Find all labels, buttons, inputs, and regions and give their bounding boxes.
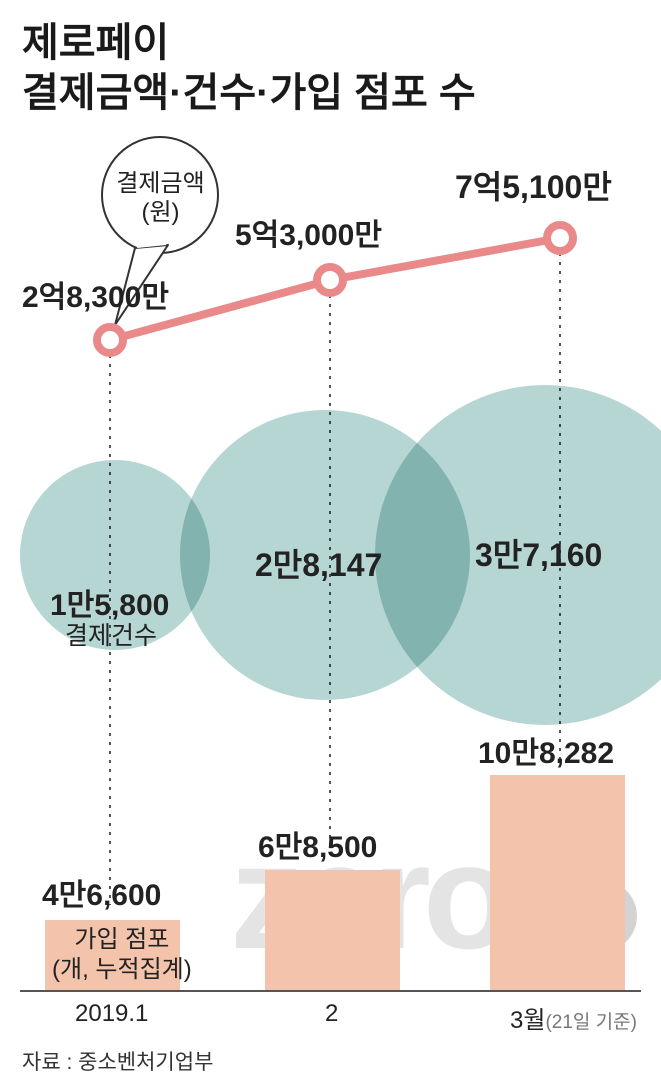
line-value-1: 2억8,300만 (22, 272, 169, 316)
bubble-label-3: 3만7,160 (475, 530, 602, 576)
bar-2 (265, 870, 400, 990)
bar-sub1b: (개, 누적집계) (52, 956, 192, 983)
line-value-2: 5억3,000만 (235, 210, 382, 254)
bar-value-3: 10만8,282 (478, 728, 614, 772)
x-baseline (20, 990, 641, 992)
marker-2 (317, 267, 343, 293)
xaxis-2: 2 (325, 1000, 338, 1028)
xaxis-1: 2019.1 (75, 1000, 148, 1028)
bar-3 (490, 775, 625, 990)
marker-3 (547, 225, 573, 251)
bar-sublabel-1: 가입 점포 (개, 누적집계) (52, 925, 192, 985)
callout-text: 결제금액 (원) (113, 170, 208, 228)
bar-sub1a: 가입 점포 (74, 926, 169, 953)
source-label: 자료 : 중소벤처기업부 (22, 1046, 213, 1076)
bubble-label-2: 2만8,147 (255, 540, 382, 586)
bar-value-2: 6만8,500 (258, 822, 377, 866)
xaxis-3-sub: (21일 기준) (545, 1012, 637, 1033)
marker-1 (97, 327, 123, 353)
callout-line2: (원) (141, 199, 179, 226)
chart-container: 제로페이 결제금액·건수·가입 점포 수 zero Pay 결제금액 (원) 2… (0, 0, 661, 1085)
xaxis-3-main: 3월 (510, 1007, 545, 1034)
line-value-3: 7억5,100만 (455, 162, 612, 208)
callout-line1: 결제금액 (116, 170, 204, 197)
bubble-sublabel-1: 결제건수 (65, 616, 157, 652)
xaxis-3: 3월(21일 기준) (510, 1000, 637, 1035)
bar-value-1: 4만6,600 (42, 870, 161, 914)
